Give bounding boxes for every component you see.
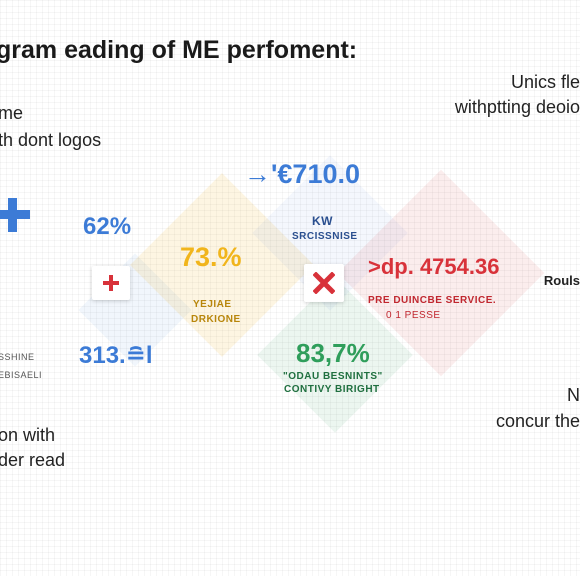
- right-side-label: Rouls: [543, 273, 580, 288]
- green-metric-value: 83,7%: [296, 338, 370, 368]
- green-metric-sub1: "ODAU BESNINTS": [283, 371, 383, 382]
- plus-badge: [92, 266, 130, 300]
- plus-icon: [103, 275, 119, 291]
- left-note-mid-line2: EBISAELI: [0, 370, 43, 380]
- left-note-mid-line1: SSHINE: [0, 352, 35, 362]
- left-note-top-line1: me: [0, 103, 24, 123]
- yellow-metric-value: 73.%: [180, 242, 242, 272]
- top-metric-value: →'€710.0: [244, 159, 361, 189]
- left-note-top-line2: th dont logos: [0, 130, 102, 150]
- close-badge: [304, 264, 344, 302]
- yellow-metric-sub1: YEJIAE: [193, 299, 232, 310]
- top-metric-sub2: SRCISSNISE: [292, 231, 358, 242]
- red-metric-sub2: 0 1 PESSE: [386, 310, 441, 321]
- right-note-bottom-line2: concur the: [495, 411, 580, 431]
- left-bottom-metric: 313.≘l: [79, 342, 153, 369]
- left-top-metric: 62%: [83, 213, 132, 240]
- green-metric-sub2: CONTIVY BIRIGHT: [284, 384, 380, 395]
- close-icon: [313, 272, 335, 294]
- red-metric-value: >dp. 4754.36: [368, 254, 500, 279]
- plus-icon: [0, 196, 32, 234]
- right-note-top-line2: withptting deoio: [454, 97, 580, 117]
- diagram-title: gram eading of ME perfoment:: [0, 36, 358, 64]
- right-note-top-line1: Unics fle: [510, 72, 580, 92]
- right-note-bottom-line1: N: [567, 385, 580, 405]
- yellow-metric-sub2: DRKIONE: [191, 314, 241, 325]
- left-note-bottom-line2: der read: [0, 450, 66, 470]
- top-metric-sub1: KW: [312, 214, 333, 228]
- left-note-bottom-line1: on with: [0, 425, 56, 445]
- red-metric-sub1: PRE DUINCBE SERVICE.: [368, 295, 497, 306]
